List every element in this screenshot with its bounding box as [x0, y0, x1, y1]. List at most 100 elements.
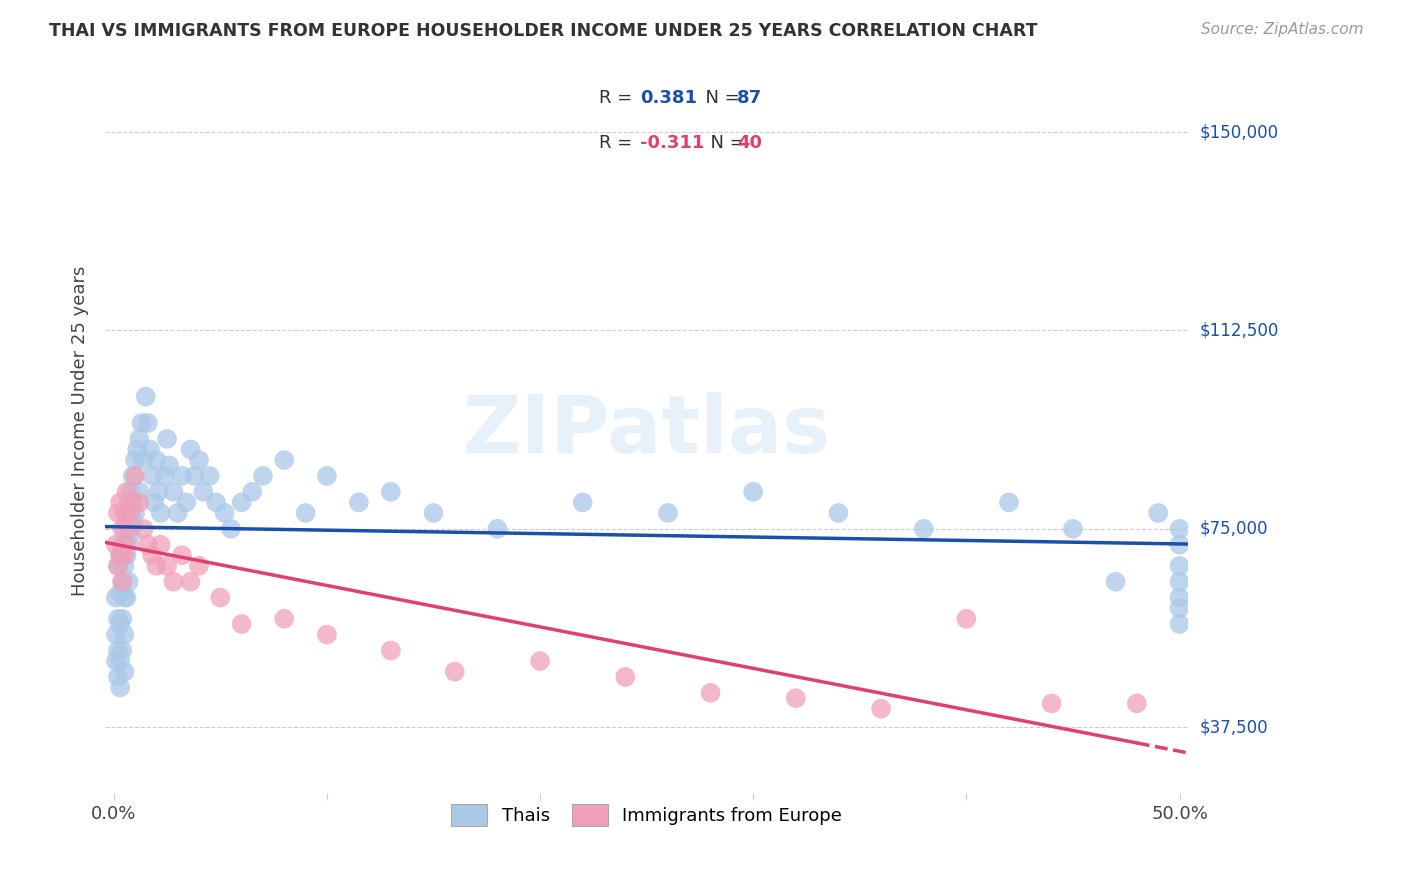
Point — [1040, 697, 1063, 711]
Point — [571, 495, 593, 509]
Point — [231, 617, 253, 632]
Point — [315, 469, 337, 483]
Point — [112, 506, 135, 520]
Point — [108, 617, 131, 632]
Text: R =: R = — [599, 134, 638, 152]
Point — [139, 442, 162, 457]
Point — [174, 495, 197, 509]
Point — [124, 506, 146, 520]
Point — [1168, 591, 1191, 605]
Point — [443, 665, 465, 679]
Point — [111, 612, 134, 626]
Point — [112, 548, 135, 562]
Point — [145, 453, 167, 467]
Text: 0.381: 0.381 — [640, 89, 697, 107]
Point — [179, 574, 201, 589]
Point — [122, 469, 145, 483]
Point — [153, 469, 176, 483]
Point — [955, 612, 977, 626]
Point — [118, 574, 141, 589]
Point — [132, 453, 155, 467]
Text: 87: 87 — [737, 89, 762, 107]
Point — [111, 574, 134, 589]
Point — [1168, 617, 1191, 632]
Point — [166, 506, 188, 520]
Point — [141, 548, 163, 562]
Point — [252, 469, 274, 483]
Point — [742, 484, 765, 499]
Text: $37,500: $37,500 — [1199, 718, 1268, 736]
Point — [122, 495, 145, 509]
Point — [827, 506, 849, 520]
Point — [107, 558, 129, 573]
Point — [112, 522, 135, 536]
Point — [699, 686, 721, 700]
Point — [112, 591, 135, 605]
Point — [870, 702, 893, 716]
Point — [118, 495, 141, 509]
Point — [108, 548, 131, 562]
Point — [294, 506, 316, 520]
Point — [104, 627, 127, 641]
Point — [1126, 697, 1149, 711]
Point — [145, 558, 167, 573]
Point — [104, 591, 127, 605]
Point — [148, 484, 170, 499]
Text: R =: R = — [599, 89, 638, 107]
Text: $75,000: $75,000 — [1199, 520, 1268, 538]
Point — [998, 495, 1021, 509]
Point — [209, 591, 232, 605]
Point — [128, 484, 150, 499]
Point — [108, 548, 131, 562]
Point — [112, 558, 135, 573]
Point — [107, 643, 129, 657]
Point — [273, 612, 295, 626]
Point — [315, 627, 337, 641]
Point — [231, 495, 253, 509]
Point — [1168, 522, 1191, 536]
Point — [115, 548, 138, 562]
Point — [380, 484, 402, 499]
Point — [184, 469, 207, 483]
Point — [107, 612, 129, 626]
Point — [273, 453, 295, 467]
Text: THAI VS IMMIGRANTS FROM EUROPE HOUSEHOLDER INCOME UNDER 25 YEARS CORRELATION CHA: THAI VS IMMIGRANTS FROM EUROPE HOUSEHOLD… — [49, 22, 1038, 40]
Point — [111, 522, 134, 536]
Point — [120, 506, 142, 520]
Point — [135, 390, 157, 404]
Text: N =: N = — [699, 134, 751, 152]
Point — [149, 506, 172, 520]
Point — [107, 506, 129, 520]
Point — [1147, 506, 1170, 520]
Point — [124, 453, 146, 467]
Point — [205, 495, 228, 509]
Point — [380, 643, 402, 657]
Point — [912, 522, 935, 536]
Point — [108, 654, 131, 668]
Point — [1168, 538, 1191, 552]
Point — [1168, 601, 1191, 615]
Point — [127, 442, 149, 457]
Legend: Thais, Immigrants from Europe: Thais, Immigrants from Europe — [443, 795, 851, 835]
Text: -0.311: -0.311 — [640, 134, 704, 152]
Point — [162, 484, 184, 499]
Point — [107, 558, 129, 573]
Text: 40: 40 — [737, 134, 762, 152]
Point — [149, 538, 172, 552]
Point — [422, 506, 444, 520]
Point — [111, 574, 134, 589]
Point — [240, 484, 263, 499]
Text: Source: ZipAtlas.com: Source: ZipAtlas.com — [1201, 22, 1364, 37]
Point — [107, 670, 129, 684]
Text: $112,500: $112,500 — [1199, 321, 1278, 340]
Point — [118, 522, 141, 536]
Point — [170, 548, 193, 562]
Point — [198, 469, 221, 483]
Point — [1104, 574, 1126, 589]
Point — [219, 522, 242, 536]
Point — [785, 691, 807, 706]
Point — [108, 585, 131, 599]
Point — [193, 484, 215, 499]
Point — [347, 495, 370, 509]
Point — [112, 627, 135, 641]
